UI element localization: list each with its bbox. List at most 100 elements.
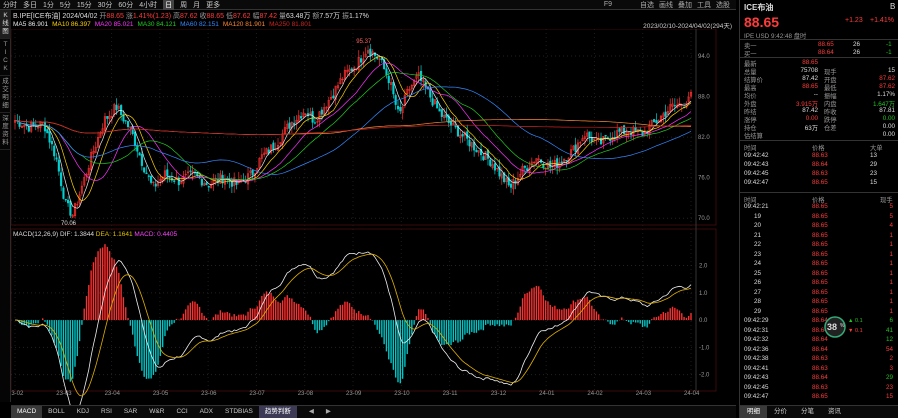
toolbar-tool-4[interactable]: 选股 [716, 1, 730, 9]
candle-body [253, 173, 257, 177]
x-tick-label: 24-02 [587, 391, 603, 397]
trade-price: 88.63 [812, 355, 828, 362]
indicator-tab-1[interactable]: BOLL [48, 408, 65, 415]
x-tick-label: 23-02 [11, 391, 24, 397]
indicator-tab-9[interactable]: 趋势判断 [258, 406, 297, 418]
quote-tab-0[interactable]: 明细 [740, 406, 767, 418]
kline-chart[interactable]: 94.0 88.0 82.0 76.0 70.0 23-02 23-03 23-04 23-05… [11, 29, 735, 405]
stat-label: 外盘 [744, 101, 757, 108]
indicator-tab-6[interactable]: CCI [176, 408, 188, 415]
tick-time: 09:42:43 [744, 161, 769, 168]
stat-value: -- [813, 91, 818, 98]
ticks-header-cell: 时间 [744, 145, 757, 152]
f9-label[interactable]: F9 [603, 1, 612, 8]
period-tab-1[interactable]: 多日 [23, 1, 37, 9]
candle-body [124, 120, 127, 122]
indicator-tab-4[interactable]: SAR [123, 408, 138, 415]
period-tab-4[interactable]: 15分 [76, 1, 92, 9]
candle-body [46, 129, 49, 134]
x-tick-label: 24-01 [539, 391, 555, 397]
left-tab-3[interactable]: 深度资料 [0, 113, 11, 150]
toolbar-tool-1[interactable]: 画线 [659, 1, 673, 9]
candle-body [286, 123, 289, 129]
low-marker: 70.06 [61, 221, 77, 227]
candle-body [78, 194, 81, 204]
candle-body [138, 152, 141, 156]
period-tab-7[interactable]: 4小时 [139, 1, 158, 9]
tab-scroll-right-icon[interactable]: ▶ [325, 408, 331, 415]
instrument-sub-text: IPE USD 9:42:48 盘时 [744, 33, 807, 40]
candle-body [687, 96, 690, 102]
candle-body [493, 163, 496, 171]
candle-body [184, 173, 187, 176]
period-tab-6[interactable]: 60分 [118, 1, 134, 9]
ma-line-MA60 [14, 86, 692, 175]
candle-body [516, 178, 520, 185]
indicator-tab-3[interactable]: RSI [101, 408, 112, 415]
indicator-tab-2[interactable]: KDJ [76, 408, 90, 415]
ma-legend-label: MA250 [269, 21, 290, 28]
symbol-label: B.IPE[ICE布油] [13, 13, 61, 20]
period-tab-10[interactable]: 月 [193, 1, 201, 9]
quote-tab-2[interactable]: 分笔 [801, 408, 814, 415]
ma-line-MA5 [14, 53, 692, 209]
ticks-header-cell: 大单 [870, 145, 883, 152]
float-widget[interactable]: 38 % ▲ 0.1 ▼ 0.1 [824, 316, 874, 338]
high-label: 高 [173, 13, 180, 20]
candle-body [565, 160, 568, 162]
period-tab-11[interactable]: 更多 [206, 1, 221, 9]
candle-body [117, 106, 120, 109]
trades-header-cell: 价格 [812, 197, 825, 204]
period-tab-0[interactable]: 分时 [3, 1, 17, 9]
period-tab-2[interactable]: 1分 [43, 1, 54, 9]
low-label: 低 [225, 13, 233, 20]
period-tab-9[interactable]: 周 [180, 1, 188, 9]
candle-body [505, 178, 508, 183]
trade-vol: 1 [889, 231, 893, 239]
macd-tick-label: 1.0 [699, 291, 708, 297]
period-tab-8[interactable]: 日 [163, 0, 175, 10]
candle-body [311, 111, 314, 123]
indicator-tab-8[interactable]: STDBIAS [225, 408, 253, 415]
candle-body [509, 183, 513, 188]
trade-price: 88.64 [812, 336, 828, 343]
quote-tab-3[interactable]: 资讯 [828, 408, 841, 415]
left-tab-2[interactable]: 成交明细 [0, 76, 11, 113]
x-tick-label: 23-04 [105, 391, 121, 397]
trade-price: 88.65 [812, 222, 828, 229]
candle-body [205, 182, 208, 186]
candle-body [173, 180, 176, 182]
stat-value-2: 0.00 [882, 115, 895, 122]
candle-body [609, 139, 612, 141]
indicator-tab-5[interactable]: W&R [149, 408, 165, 415]
toolbar-tool-2[interactable]: 叠加 [678, 1, 692, 9]
toolbar-tool-3[interactable]: 工具 [697, 1, 711, 9]
order-vol: 26 [853, 49, 861, 56]
candle-body [325, 107, 328, 109]
trade-row: 09:42:31 88.64 41 [740, 327, 898, 335]
candle-body [410, 84, 413, 90]
candle-body [586, 132, 589, 137]
indicator-tab-0[interactable]: MACD [11, 406, 43, 418]
trade-vol: 23 [885, 383, 893, 391]
trade-vol: 5 [889, 203, 893, 210]
order-chg: -1 [886, 41, 892, 48]
trade-vol: 1 [889, 279, 893, 286]
trade-row: 19 88.65 5 [740, 213, 898, 221]
period-tab-3[interactable]: 5分 [59, 1, 71, 9]
toolbar-tool-0[interactable]: 自选 [640, 1, 654, 9]
candle-body [588, 131, 591, 138]
quote-tab-1[interactable]: 分价 [774, 408, 787, 415]
trade-time: 09:42:38 [744, 355, 769, 362]
tab-scroll-left-icon[interactable]: ◀ [308, 408, 314, 415]
period-tab-5[interactable]: 30分 [97, 1, 113, 9]
float-up: ▲ 0.1 [848, 318, 863, 324]
candle-body [599, 137, 603, 145]
stat-row: 结算价 87.42 开盘 87.62 [740, 75, 898, 84]
x-tick-label: 23-07 [249, 391, 265, 397]
candle-body [618, 128, 621, 132]
indicator-tab-7[interactable]: ADX [199, 408, 214, 415]
ma-legend-value: 81.901 [245, 21, 266, 28]
